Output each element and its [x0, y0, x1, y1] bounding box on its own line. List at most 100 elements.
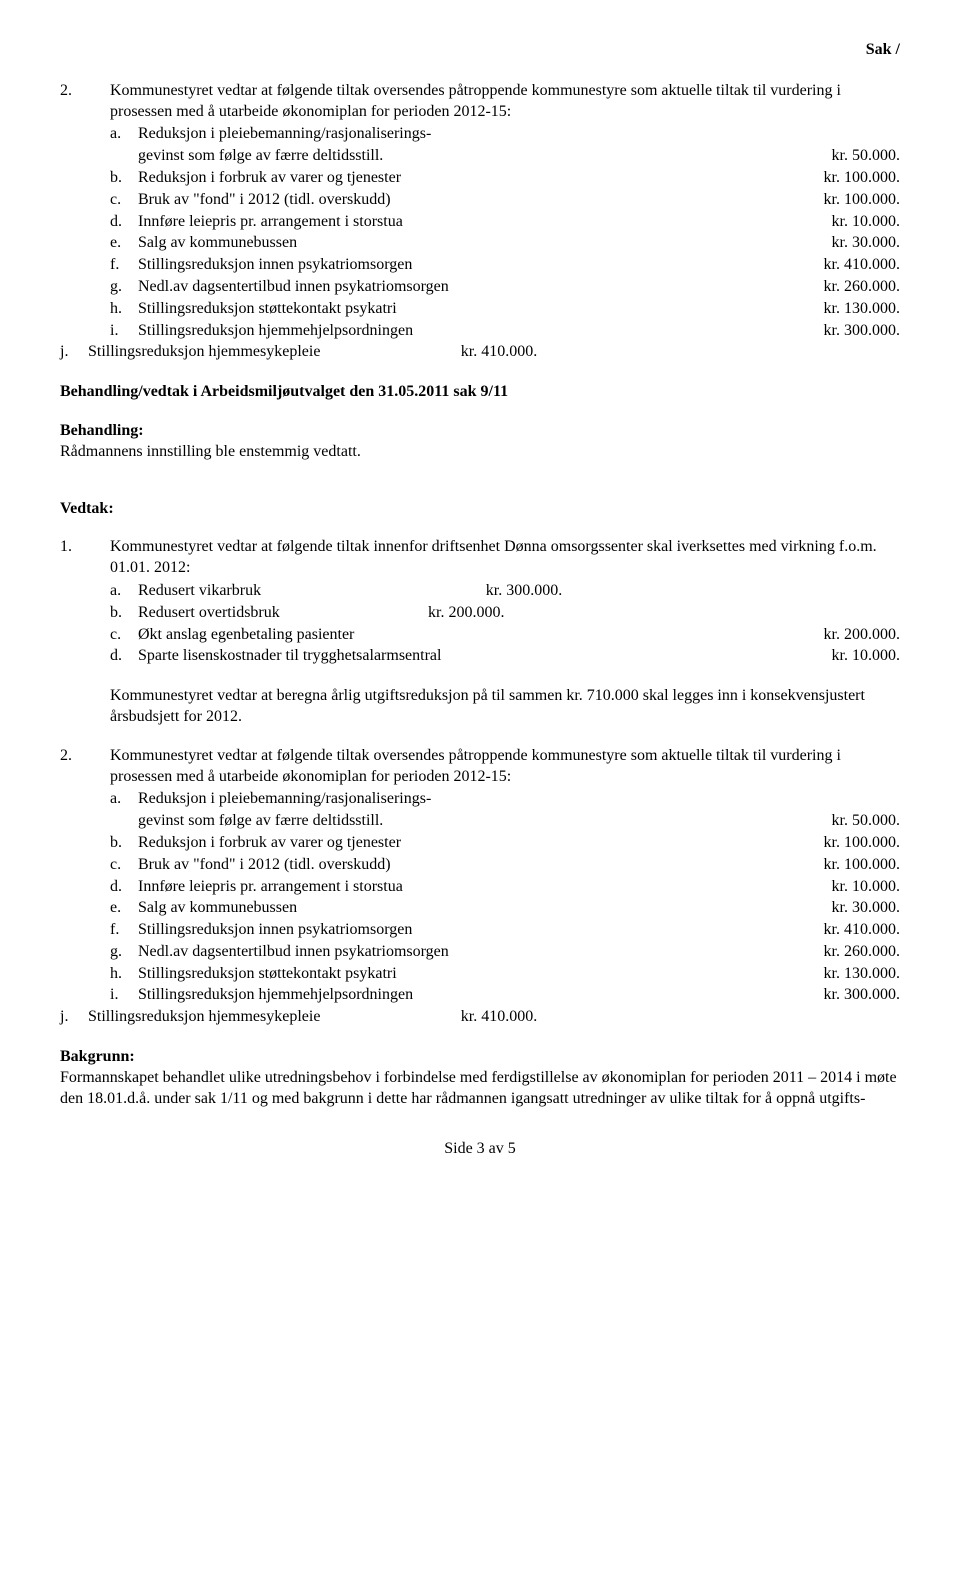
item-amount: kr. 130.000.: [814, 964, 900, 985]
item-amount: kr. 260.000.: [814, 277, 900, 298]
item-letter: [110, 811, 138, 832]
list-item: d. Innføre leiepris pr. arrangement i st…: [110, 877, 900, 898]
item-text: Reduksjon i forbruk av varer og tjeneste…: [138, 833, 814, 854]
item-amount: kr. 300.000.: [814, 985, 900, 1006]
numbered-item: 2. Kommunestyret vedtar at følgende tilt…: [60, 746, 900, 788]
list-item: b. Reduksjon i forbruk av varer og tjene…: [110, 168, 900, 189]
item-amount: kr. 10.000.: [822, 877, 900, 898]
item-text: Nedl.av dagsentertilbud innen psykatriom…: [138, 277, 814, 298]
item-letter: a.: [110, 581, 138, 602]
item-letter: e.: [110, 233, 138, 254]
list-item: j. Stillingsreduksjon hjemmesykepleie kr…: [60, 1007, 900, 1028]
item-letter: g.: [110, 942, 138, 963]
item-amount: kr. 130.000.: [814, 299, 900, 320]
item-letter: h.: [110, 299, 138, 320]
item-text: Bruk av "fond" i 2012 (tidl. overskudd): [138, 855, 814, 876]
list-item: i. Stillingsreduksjon hjemmehjelpsordnin…: [110, 321, 900, 342]
item-intro: Kommunestyret vedtar at følgende tiltak …: [110, 746, 900, 788]
item-letter: f.: [110, 255, 138, 276]
list-item: b. Redusert overtidsbruk kr. 200.000.: [110, 603, 900, 624]
sub-list: a. Reduksjon i pleiebemanning/rasjonalis…: [60, 789, 900, 1006]
item-text: Salg av kommunebussen: [138, 233, 822, 254]
list-item: h. Stillingsreduksjon støttekontakt psyk…: [110, 299, 900, 320]
item-amount: kr. 410.000.: [451, 342, 537, 363]
item-text: Redusert overtidsbruk: [138, 603, 418, 624]
item-number: 2.: [60, 81, 110, 123]
paragraph: Rådmannens innstilling ble enstemmig ved…: [60, 442, 900, 463]
item-amount: kr. 100.000.: [814, 833, 900, 854]
item-amount: kr. 10.000.: [822, 212, 900, 233]
paragraph: Formannskapet behandlet ulike utrednings…: [60, 1068, 900, 1110]
list-item: a. Reduksjon i pleiebemanning/rasjonalis…: [110, 789, 900, 810]
list-item: f. Stillingsreduksjon innen psykatriomso…: [110, 920, 900, 941]
item-letter: i.: [110, 321, 138, 342]
item-amount: kr. 30.000.: [822, 233, 900, 254]
item-amount: kr. 10.000.: [822, 646, 900, 667]
item-text: Salg av kommunebussen: [138, 898, 822, 919]
item-letter: h.: [110, 964, 138, 985]
list-item: h. Stillingsreduksjon støttekontakt psyk…: [110, 964, 900, 985]
item-letter: g.: [110, 277, 138, 298]
list-item: j. Stillingsreduksjon hjemmesykepleie kr…: [60, 342, 900, 363]
subsection-label: Vedtak:: [60, 499, 900, 520]
list-item: d. Sparte lisenskostnader til trygghetsa…: [110, 646, 900, 667]
list-item: c. Økt anslag egenbetaling pasienter kr.…: [110, 625, 900, 646]
page-header-right: Sak /: [60, 40, 900, 61]
list-item: f. Stillingsreduksjon innen psykatriomso…: [110, 255, 900, 276]
item-letter: a.: [110, 789, 138, 810]
item-amount: kr. 200.000.: [418, 603, 504, 624]
item-letter: c.: [110, 855, 138, 876]
section-heading: Behandling/vedtak i Arbeidsmiljøutvalget…: [60, 382, 900, 403]
item-text: Innføre leiepris pr. arrangement i stors…: [138, 212, 822, 233]
item-text: Stillingsreduksjon hjemmehjelpsordningen: [138, 321, 814, 342]
list-item: gevinst som følge av færre deltidsstill.…: [110, 811, 900, 832]
list-item: b. Reduksjon i forbruk av varer og tjene…: [110, 833, 900, 854]
list-item: i. Stillingsreduksjon hjemmehjelpsordnin…: [110, 985, 900, 1006]
item-letter: b.: [110, 168, 138, 189]
item-text: Økt anslag egenbetaling pasienter: [138, 625, 814, 646]
item-amount: kr. 260.000.: [814, 942, 900, 963]
item-amount: kr. 300.000.: [476, 581, 562, 602]
item-amount: kr. 200.000.: [814, 625, 900, 646]
item-amount: kr. 410.000.: [451, 1007, 537, 1028]
item-letter: b.: [110, 603, 138, 624]
item-letter: j.: [60, 1007, 88, 1028]
subsection-label: Behandling:: [60, 421, 900, 442]
item-letter: j.: [60, 342, 88, 363]
list-item: c. Bruk av "fond" i 2012 (tidl. overskud…: [110, 190, 900, 211]
item-letter: c.: [110, 625, 138, 646]
item-text: Stillingsreduksjon innen psykatriomsorge…: [138, 255, 814, 276]
item-amount: kr. 30.000.: [822, 898, 900, 919]
item-text: Bruk av "fond" i 2012 (tidl. overskudd): [138, 190, 814, 211]
list-item: a. Reduksjon i pleiebemanning/rasjonalis…: [110, 124, 900, 145]
item-amount: kr. 100.000.: [814, 168, 900, 189]
item-text: Stillingsreduksjon hjemmesykepleie: [88, 342, 451, 363]
list-item: a. Redusert vikarbruk kr. 300.000.: [110, 581, 900, 602]
item-amount: kr. 100.000.: [814, 855, 900, 876]
paragraph: Kommunestyret vedtar at beregna årlig ut…: [60, 686, 900, 728]
numbered-item: 1. Kommunestyret vedtar at følgende tilt…: [60, 537, 900, 579]
list-item: e. Salg av kommunebussen kr. 30.000.: [110, 233, 900, 254]
sub-list: a. Reduksjon i pleiebemanning/rasjonalis…: [60, 124, 900, 341]
item-text: Reduksjon i pleiebemanning/rasjonaliseri…: [138, 789, 900, 810]
item-letter: a.: [110, 124, 138, 145]
item-text: Stillingsreduksjon hjemmehjelpsordningen: [138, 985, 814, 1006]
list-item: g. Nedl.av dagsentertilbud innen psykatr…: [110, 942, 900, 963]
item-number: 2.: [60, 746, 110, 788]
item-letter: d.: [110, 877, 138, 898]
item-text: gevinst som følge av færre deltidsstill.: [138, 811, 822, 832]
item-text: Stillingsreduksjon støttekontakt psykatr…: [138, 964, 814, 985]
numbered-item: 2. Kommunestyret vedtar at følgende tilt…: [60, 81, 900, 123]
subsection-label: Bakgrunn:: [60, 1047, 900, 1068]
item-text: Reduksjon i forbruk av varer og tjeneste…: [138, 168, 814, 189]
item-text: gevinst som følge av færre deltidsstill.: [138, 146, 822, 167]
item-text: Reduksjon i pleiebemanning/rasjonaliseri…: [138, 124, 900, 145]
item-text: Redusert vikarbruk: [138, 581, 476, 602]
list-item: d. Innføre leiepris pr. arrangement i st…: [110, 212, 900, 233]
item-amount: kr. 50.000.: [822, 811, 900, 832]
item-text: Sparte lisenskostnader til trygghetsalar…: [138, 646, 822, 667]
item-intro: Kommunestyret vedtar at følgende tiltak …: [110, 537, 900, 579]
item-text: Stillingsreduksjon hjemmesykepleie: [88, 1007, 451, 1028]
item-letter: f.: [110, 920, 138, 941]
item-amount: kr. 410.000.: [814, 920, 900, 941]
